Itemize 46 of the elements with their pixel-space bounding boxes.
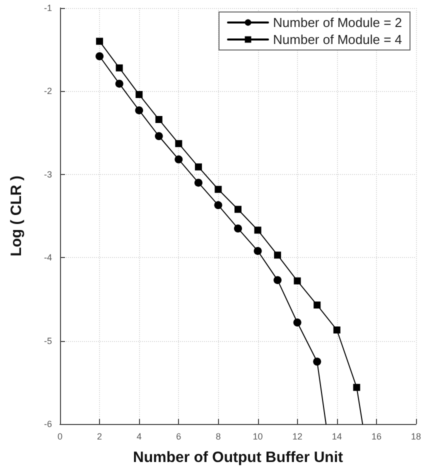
point [333, 326, 340, 334]
point [293, 318, 302, 326]
x-axis-title: Number of Output Buffer Unit [133, 449, 343, 466]
point [234, 206, 242, 213]
x-tick-label: 12 [292, 432, 302, 442]
y-tick-label: -4 [44, 252, 52, 263]
x-tick-label: 10 [252, 432, 263, 442]
point [115, 80, 124, 88]
point [274, 252, 282, 259]
point [294, 277, 301, 284]
y-tick-label: -1 [44, 3, 52, 13]
point [154, 132, 163, 140]
point [274, 276, 282, 284]
point [116, 64, 123, 72]
point [155, 116, 162, 123]
point [135, 106, 144, 114]
legend-label: Number of Module = 2 [273, 15, 402, 30]
x-tick-label: 0 [57, 432, 63, 442]
point [214, 186, 222, 193]
point [254, 246, 262, 255]
point [194, 178, 202, 187]
point [136, 91, 143, 98]
point [313, 358, 322, 366]
point [96, 52, 104, 60]
point [314, 302, 321, 309]
y-tick-label: -5 [44, 336, 52, 346]
y-tick-label: -3 [44, 169, 52, 180]
point [353, 384, 360, 391]
x-tick-label: 16 [371, 432, 382, 442]
point [254, 226, 262, 234]
point [96, 38, 104, 45]
y-axis-title: Log ( CLR ) [8, 176, 25, 256]
point [214, 201, 222, 210]
legend-label: Number of Module = 4 [273, 32, 402, 47]
x-tick-label: 8 [216, 432, 221, 442]
point [174, 155, 183, 164]
point [234, 224, 242, 232]
point [175, 140, 182, 148]
x-tick-label: 6 [176, 432, 182, 442]
x-tick-label: 2 [97, 432, 102, 442]
x-tick-label: 14 [332, 432, 342, 442]
point [194, 163, 202, 170]
x-tick-label: 4 [136, 432, 142, 442]
y-tick-label: -2 [44, 86, 52, 96]
y-tick-label: -6 [44, 419, 52, 429]
x-tick-label: 18 [410, 432, 422, 442]
